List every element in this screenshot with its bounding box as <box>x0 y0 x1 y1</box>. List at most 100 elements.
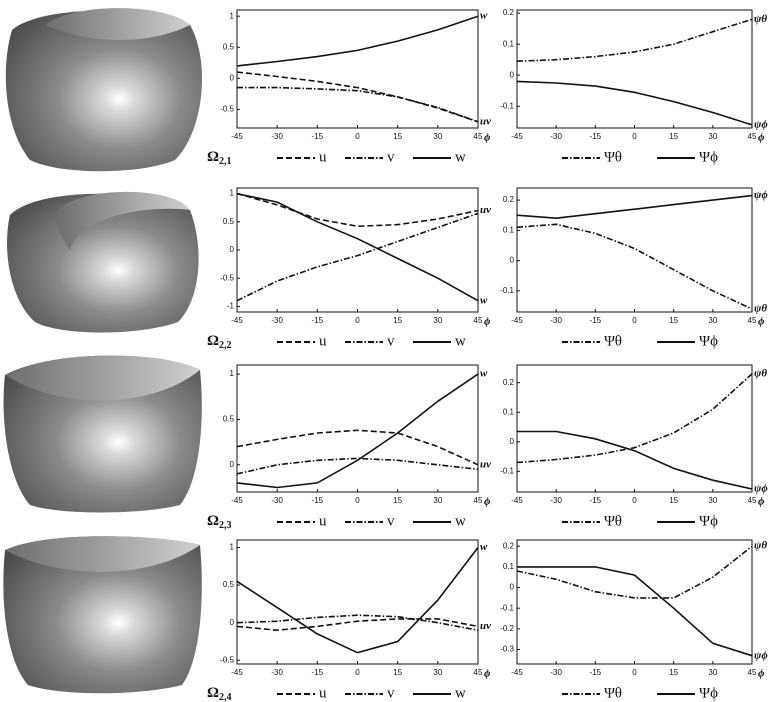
x-tick-label: 0 <box>355 132 360 141</box>
y-tick-label: -0.5 <box>220 655 234 664</box>
y-tick-label: -0.2 <box>500 624 514 633</box>
y-tick-label: 0.2 <box>503 378 515 387</box>
y-tick-label: 0.5 <box>223 580 235 589</box>
x-tick-label: 45 <box>474 668 483 677</box>
legend-label: Ψϕ <box>699 685 718 701</box>
x-tick-label: 0 <box>632 668 637 677</box>
x-tick-label: 15 <box>393 132 402 141</box>
x-tick-label: 0 <box>632 132 637 141</box>
end-label: ψϕ <box>754 649 768 661</box>
plot-frame <box>517 365 752 492</box>
shell-shape <box>4 356 202 513</box>
x-tick-label: -30 <box>271 132 283 141</box>
row-label-subscript: 2,3 <box>219 520 232 531</box>
plot-frame <box>517 10 752 128</box>
x-tick-label: -15 <box>590 316 602 325</box>
row-label: Ω2,4 <box>207 685 232 702</box>
row-label-subscript: 2,1 <box>219 156 232 167</box>
row-label-symbol: Ω <box>207 333 219 349</box>
x-axis-label: ϕ <box>758 496 765 508</box>
legend-label: u <box>319 685 327 701</box>
data-line <box>237 194 478 227</box>
y-tick-label: -0.5 <box>220 273 234 282</box>
x-tick-label: -30 <box>550 316 562 325</box>
data-line <box>237 88 478 122</box>
y-tick-label: 1 <box>230 11 235 20</box>
row-label: Ω2,2 <box>207 333 232 351</box>
y-tick-label: -0.1 <box>500 603 514 612</box>
x-tick-label: -45 <box>511 132 523 141</box>
shell-shape <box>7 192 199 333</box>
x-tick-label: 0 <box>355 496 360 505</box>
y-tick-label: 0.5 <box>223 217 235 226</box>
y-tick-label: 0.2 <box>503 541 515 550</box>
line-chart: -45-30-150153045-0.500.51ϕuvwΩ2,4uvw <box>207 540 491 702</box>
y-tick-label: -0.1 <box>500 101 514 110</box>
legend-label: Ψθ <box>604 513 622 529</box>
y-tick-label: 0 <box>510 256 515 265</box>
legend-label: Ψϕ <box>699 149 718 165</box>
x-axis-label: ϕ <box>484 316 491 328</box>
x-tick-label: 45 <box>474 316 483 325</box>
x-tick-label: 30 <box>708 496 717 505</box>
y-tick-label: 0 <box>510 437 515 446</box>
x-tick-label: 45 <box>748 496 757 505</box>
x-tick-label: 45 <box>748 132 757 141</box>
line-chart: -45-30-150153045-0.100.10.2ϕψθψϕΨθΨϕ <box>500 365 768 529</box>
shell-shape <box>6 8 202 171</box>
legend-label: v <box>387 513 395 529</box>
y-tick-label: 0.1 <box>503 562 515 571</box>
x-tick-label: 30 <box>433 668 442 677</box>
x-tick-label: -30 <box>550 668 562 677</box>
y-tick-label: 0.2 <box>503 195 515 204</box>
x-tick-label: 45 <box>474 132 483 141</box>
end-label: ψθ <box>754 540 767 552</box>
x-tick-label: 30 <box>708 668 717 677</box>
data-line <box>237 72 478 122</box>
data-line <box>237 548 478 653</box>
legend-label: v <box>387 333 395 349</box>
data-line <box>237 615 478 630</box>
legend-label: u <box>319 333 327 349</box>
y-tick-label: 1 <box>230 369 235 378</box>
x-axis-label: ϕ <box>484 496 491 508</box>
end-label: uv <box>480 458 491 470</box>
x-tick-label: 15 <box>669 132 678 141</box>
legend-label: w <box>455 333 466 349</box>
row-label-subscript: 2,2 <box>219 340 232 351</box>
x-tick-label: -45 <box>231 132 243 141</box>
y-tick-label: 0.1 <box>503 407 515 416</box>
y-tick-label: -0.5 <box>220 104 234 113</box>
x-tick-label: 15 <box>393 668 402 677</box>
end-label: ψϕ <box>754 189 768 201</box>
x-tick-label: -15 <box>312 132 324 141</box>
x-tick-label: 15 <box>669 496 678 505</box>
legend-label: Ψθ <box>604 333 622 349</box>
x-tick-label: -15 <box>312 668 324 677</box>
y-tick-label: 0.1 <box>503 225 515 234</box>
y-tick-label: 0 <box>510 583 515 592</box>
x-tick-label: -30 <box>550 132 562 141</box>
shell-shape <box>3 536 201 693</box>
y-tick-label: 1 <box>230 189 235 198</box>
legend-label: Ψϕ <box>699 333 718 349</box>
data-line <box>517 567 752 656</box>
y-tick-label: -0.1 <box>500 286 514 295</box>
y-tick-label: 0 <box>230 460 235 469</box>
x-tick-label: -45 <box>231 668 243 677</box>
row-label-subscript: 2,4 <box>219 692 232 702</box>
x-tick-label: 45 <box>748 668 757 677</box>
x-tick-label: 15 <box>669 668 678 677</box>
x-tick-label: -30 <box>550 496 562 505</box>
x-tick-label: 30 <box>708 316 717 325</box>
end-label: uv <box>480 620 491 632</box>
legend-label: w <box>455 149 466 165</box>
x-tick-label: 0 <box>355 668 360 677</box>
legend-label: Ψϕ <box>699 513 718 529</box>
y-tick-label: -0.3 <box>500 645 514 654</box>
legend-label: u <box>319 149 327 165</box>
end-label: w <box>480 541 488 553</box>
data-line <box>517 19 752 61</box>
legend-label: w <box>455 685 466 701</box>
